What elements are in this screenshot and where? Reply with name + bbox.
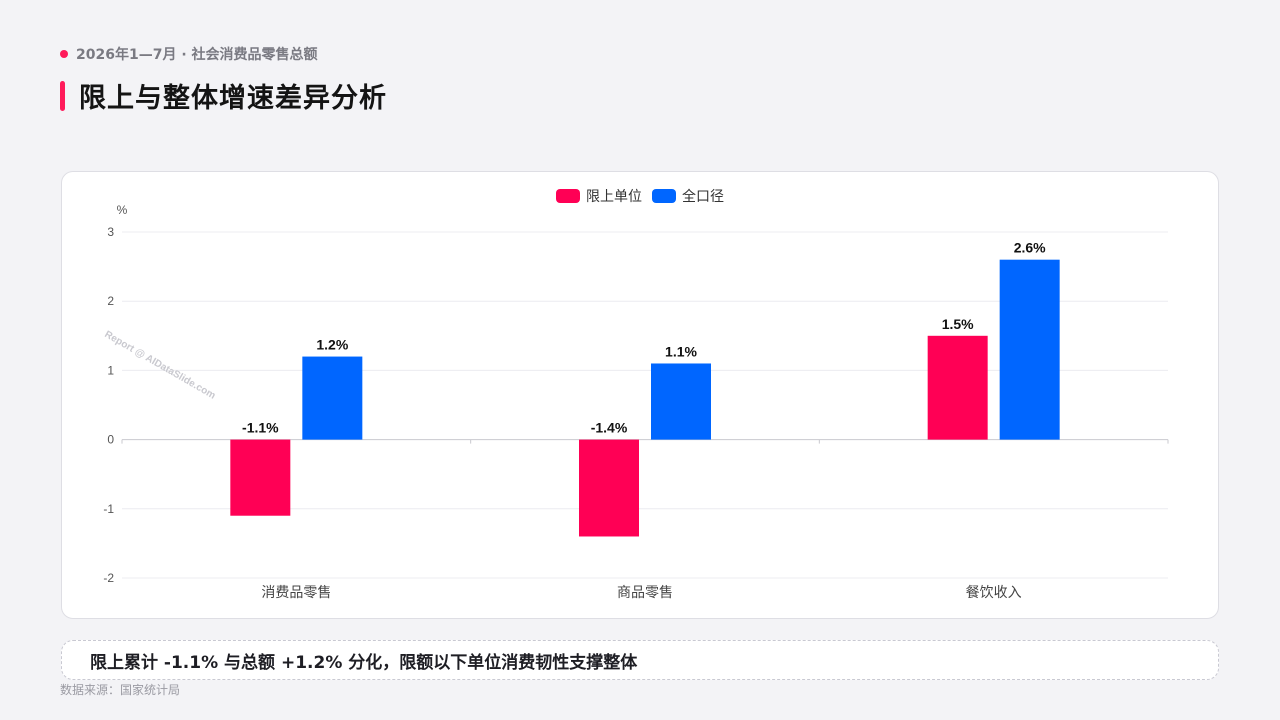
- y-axis-unit: %: [117, 203, 128, 217]
- bar-series-b: [651, 363, 711, 440]
- page-title-row: 限上与整体增速差异分析: [60, 76, 387, 115]
- bar-series-a: [927, 335, 988, 440]
- title-accent-bar: [60, 80, 65, 111]
- legend-swatch-series-a: [556, 189, 580, 203]
- page-title: 限上与整体增速差异分析: [79, 83, 387, 114]
- legend-item-series-a[interactable]: 限上单位: [556, 186, 642, 206]
- bar-series-b: [302, 356, 363, 440]
- legend-swatch-series-b: [652, 189, 676, 203]
- eyebrow-text: 2026年1—7月 · 社会消费品零售总额: [76, 47, 318, 63]
- insight-text: 限上累计 -1.1% 与总额 +1.2% 分化，限额以下单位消费韧性支撑整体: [90, 652, 638, 673]
- data-label: 2.6%: [1014, 240, 1046, 256]
- eyebrow: 2026年1—7月 · 社会消费品零售总额: [60, 44, 318, 64]
- y-tick-label: -1: [103, 502, 114, 516]
- legend-label-series-b: 全口径: [682, 189, 724, 205]
- x-category-label: 餐饮收入: [966, 585, 1022, 601]
- data-label: 1.5%: [942, 316, 974, 332]
- y-tick-label: 3: [107, 225, 114, 239]
- x-category-label: 商品零售: [617, 585, 673, 601]
- bar-series-a: [230, 439, 291, 516]
- y-tick-label: 1: [107, 363, 114, 377]
- watermark-text: Report @ AIDataSlide.com: [103, 329, 218, 402]
- legend-item-series-b[interactable]: 全口径: [652, 186, 724, 206]
- legend-label-series-a: 限上单位: [586, 189, 642, 205]
- data-source-note: 数据来源：国家统计局: [60, 683, 181, 697]
- data-label: 1.2%: [316, 337, 348, 353]
- data-label: 1.1%: [665, 343, 697, 359]
- bar-series-a: [579, 439, 639, 537]
- data-label: -1.4%: [591, 420, 628, 436]
- data-label: -1.1%: [242, 420, 279, 436]
- accent-dot-icon: [60, 50, 68, 58]
- x-category-label: 消费品零售: [261, 585, 331, 601]
- y-tick-label: 2: [107, 294, 114, 308]
- y-tick-label: -2: [103, 571, 114, 585]
- insight-callout: 限上累计 -1.1% 与总额 +1.2% 分化，限额以下单位消费韧性支撑整体: [61, 640, 1219, 680]
- bar-series-b: [999, 259, 1060, 440]
- y-tick-label: 0: [107, 433, 114, 447]
- chart-legend: 限上单位 全口径: [0, 186, 1280, 206]
